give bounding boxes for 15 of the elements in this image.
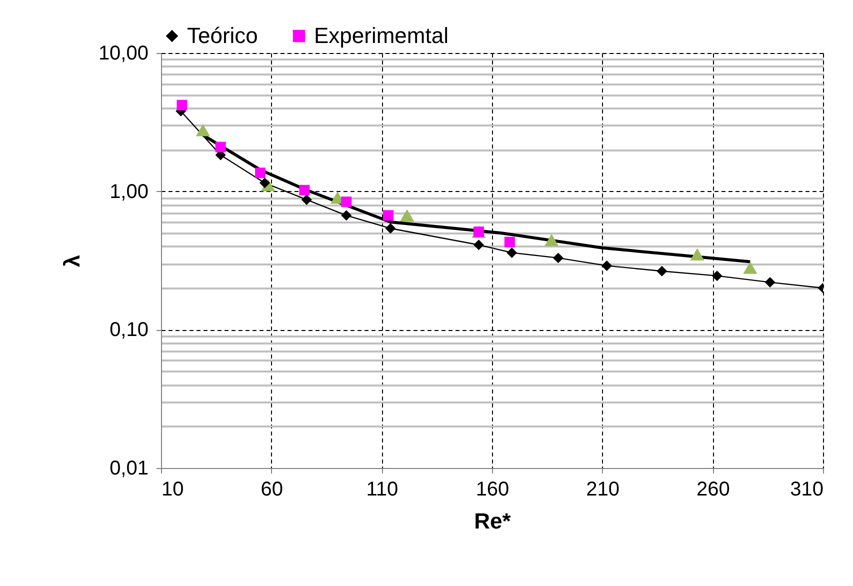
legend-label: Experimemtal <box>314 23 448 48</box>
x-tick-label: 160 <box>476 478 510 500</box>
x-tick-label: 310 <box>790 478 824 500</box>
x-tick-label: 210 <box>586 478 620 500</box>
legend-label: Teórico <box>187 23 258 48</box>
y-tick-label: 0,01 <box>110 458 148 480</box>
x-tick-label: 110 <box>366 478 398 500</box>
x-tick-label: 260 <box>696 478 730 500</box>
y-tick-label: 0,10 <box>110 319 148 342</box>
x-tick-label: 10 <box>162 478 184 500</box>
y-tick-label: 10,00 <box>98 42 148 64</box>
x-axis-title: Re* <box>474 508 512 534</box>
y-axis-title: λ <box>59 254 84 268</box>
x-tick-label: 60 <box>260 478 283 500</box>
y-tick-label: 1,00 <box>110 180 148 203</box>
